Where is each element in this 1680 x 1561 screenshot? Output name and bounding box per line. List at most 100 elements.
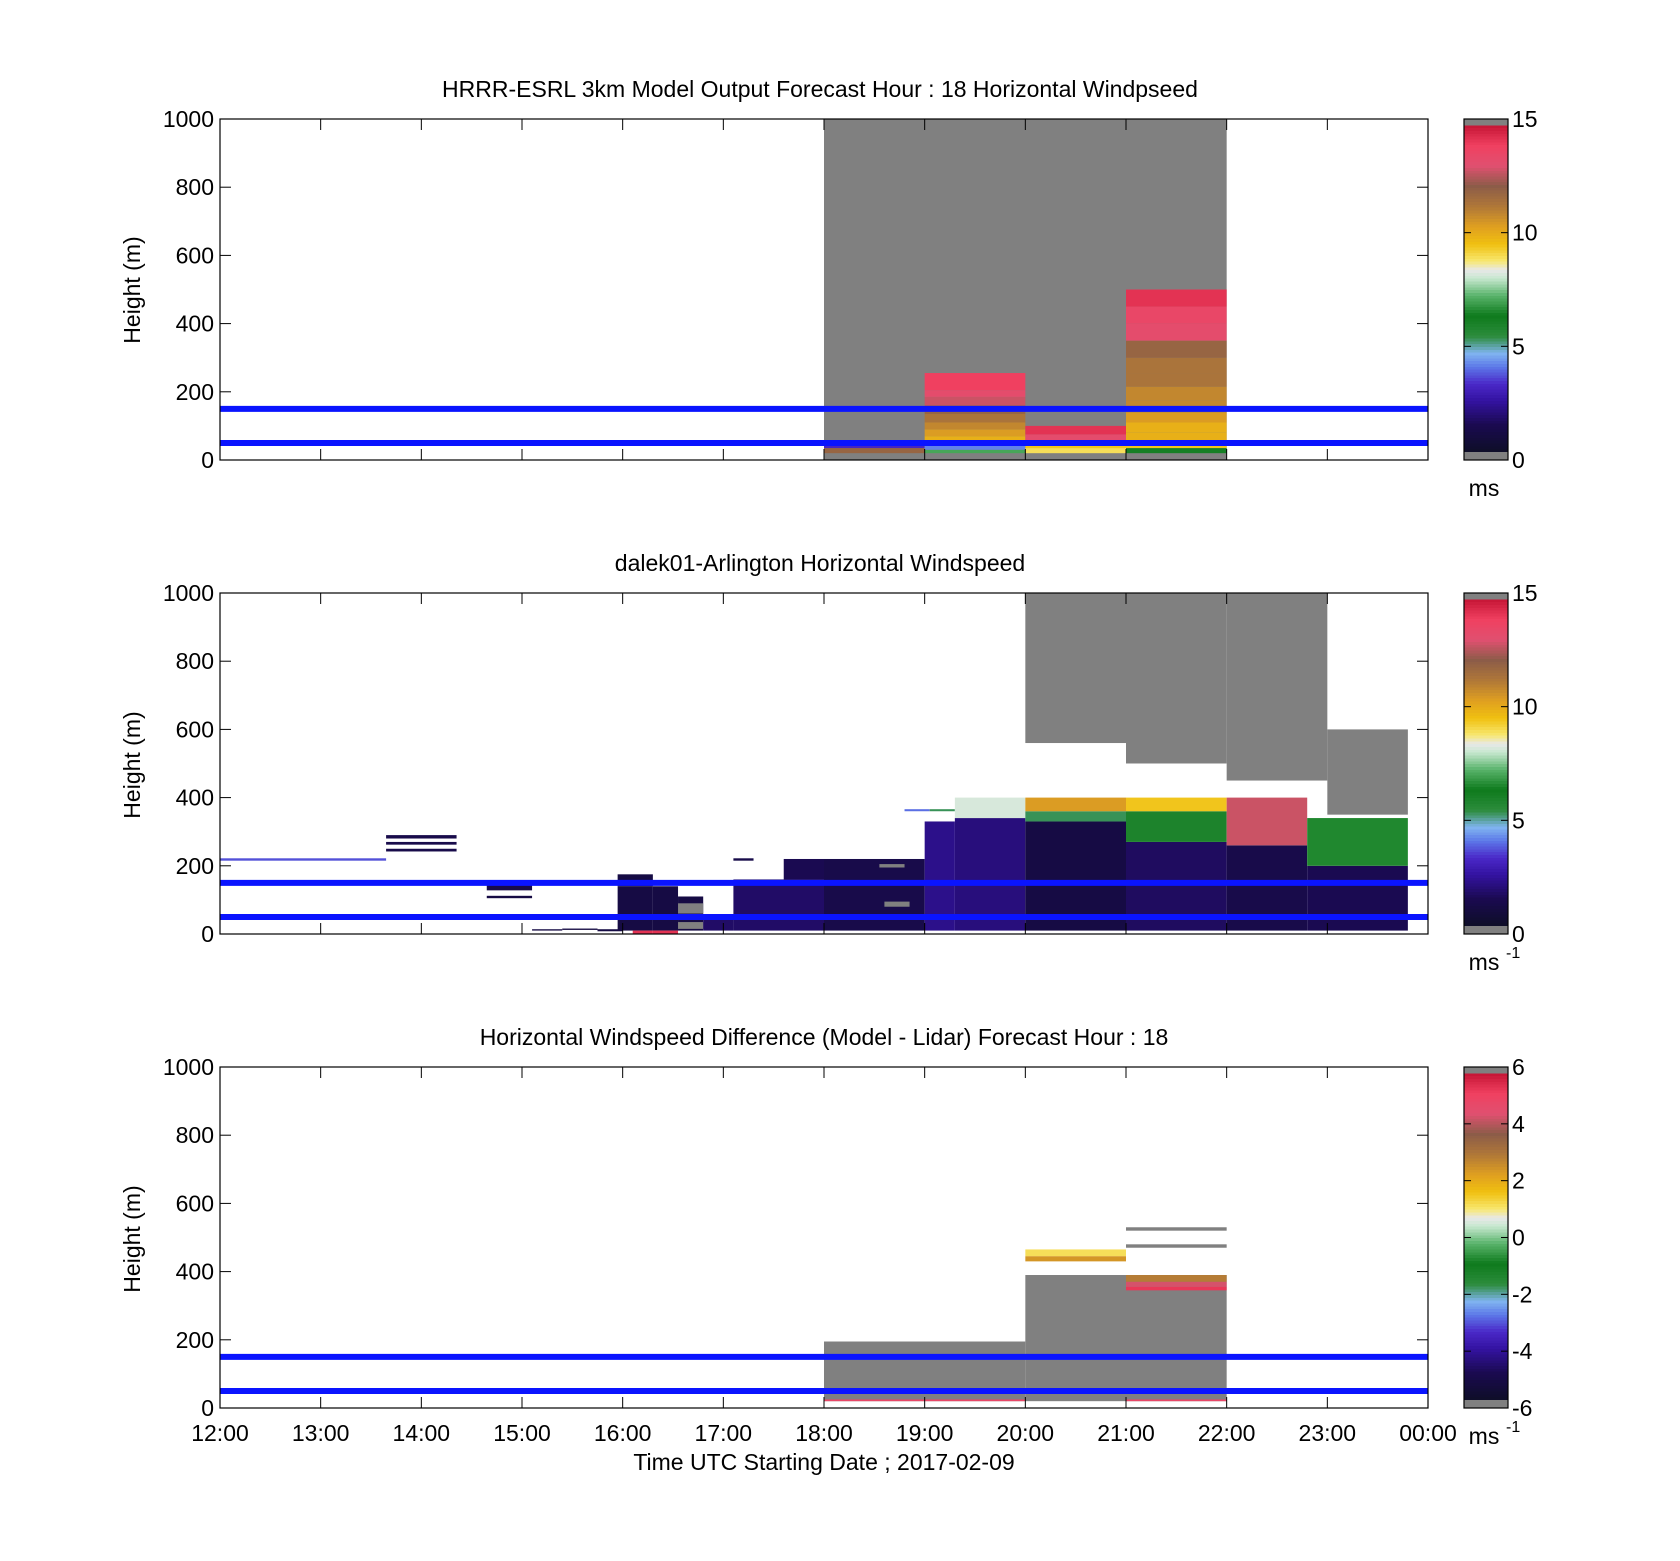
colorbar-segment [1464,437,1508,441]
colorbar-segment [1464,1280,1508,1284]
colorbar-segment [1464,857,1508,861]
x-tick-label: 22:00 [1198,1420,1256,1446]
colorbar-segment [1464,374,1508,379]
colorbar-segment [1464,184,1508,188]
heatmap-cell [1126,1286,1227,1291]
colorbar-segment [1464,882,1508,887]
colorbar-segment [1464,306,1508,310]
y-tick-label: 1000 [163,580,214,606]
colorbar-segment [1464,1067,1508,1071]
colorbar-segment [1464,428,1508,433]
panel-title: Horizontal Windspeed Difference (Model -… [480,1024,1169,1050]
colorbar-segment [1464,261,1508,265]
colorbar-segment [1464,366,1508,370]
colorbar-segment [1464,380,1508,384]
colorbar-segment [1464,1339,1508,1344]
x-tick-label: 18:00 [795,1420,853,1446]
colorbar-segment [1464,388,1508,393]
colorbar-segment [1464,1402,1508,1406]
colorbar-segment [1464,207,1508,211]
colorbar-segment [1464,130,1508,134]
colorbar-segment [1464,181,1508,185]
heatmap-cell [1327,729,1408,815]
colorbar-segment [1464,198,1508,203]
colorbar-segment [1464,925,1508,929]
colorbar-segment [1464,1390,1508,1395]
heatmap-cell [1025,434,1126,442]
colorbar-segment [1464,192,1508,197]
colorbar-segment [1464,871,1508,875]
colorbar-segment [1464,1240,1508,1244]
x-tick-label: 23:00 [1299,1420,1357,1446]
colorbar-segment [1464,1069,1508,1074]
colorbar-segment [1464,862,1508,867]
colorbar-segment [1464,175,1508,180]
colorbar-segment [1464,445,1508,450]
colorbar-segment [1464,221,1508,225]
colorbar-segment [1464,394,1508,399]
colorbar-segment [1464,204,1508,208]
colorbar-segment [1464,826,1508,830]
heatmap-cell [1126,593,1227,764]
colorbar-segment [1464,641,1508,645]
x-tick-label: 20:00 [997,1420,1055,1446]
colorbar-segment [1464,1231,1508,1236]
colorbar-segment [1464,1314,1508,1318]
y-tick-label: 200 [176,853,214,879]
colorbar-segment [1464,363,1508,367]
colorbar-segment [1464,190,1508,194]
y-axis-label: Height (m) [119,711,145,818]
colorbar-segment [1464,229,1508,234]
y-axis-label: Height (m) [119,236,145,343]
x-tick-label: 16:00 [594,1420,652,1446]
colorbar-segment [1464,695,1508,699]
colorbar-segment [1464,712,1508,716]
heatmap-cell [783,858,824,880]
colorbar-segment [1464,598,1508,603]
colorbar-segment [1464,1354,1508,1358]
colorbar-segment [1464,834,1508,838]
colorbar-segment [1464,845,1508,850]
colorbar-segment [1464,238,1508,242]
colorbar-segment [1464,1237,1508,1241]
colorbar-segment [1464,1302,1508,1307]
heatmap-cell [1126,306,1227,324]
x-tick-label: 17:00 [695,1420,753,1446]
colorbar-segment [1464,789,1508,793]
colorbar-segment [1464,686,1508,691]
colorbar-frame [1463,118,1509,461]
colorbar-tick-label: 0 [1512,921,1525,947]
x-tick-label: 15:00 [493,1420,551,1446]
colorbar-segment [1464,420,1508,424]
heatmap-cell [954,797,1026,819]
heatmap-cell [678,903,704,914]
colorbar-segment [1464,1220,1508,1224]
y-tick-label: 1000 [163,1054,214,1080]
colorbar-segment [1464,1166,1508,1170]
x-tick-label: 21:00 [1097,1420,1155,1446]
y-tick-label: 800 [176,174,214,200]
colorbar: 0 5 10 15 ms -1 [1463,580,1538,975]
heatmap-cell [703,916,734,931]
colorbar-segment [1464,278,1508,282]
colorbar-segment [1464,902,1508,907]
colorbar-segment [1464,1115,1508,1119]
colorbar-segment [1464,618,1508,623]
heatmap-cell [386,835,457,839]
colorbar-segment [1464,1189,1508,1193]
heatmap-cell [386,848,457,852]
colorbar-segment [1464,1368,1508,1372]
colorbar-segment [1464,1095,1508,1099]
colorbar-segment [1464,1129,1508,1133]
colorbar-segment [1464,369,1508,373]
colorbar-segment [1464,275,1508,279]
heatmap-cell [220,858,387,861]
colorbar-segment [1464,831,1508,836]
colorbar-segment [1464,150,1508,154]
colorbar-segment [1464,1317,1508,1321]
colorbar-segment [1464,700,1508,705]
colorbar-segment [1464,1223,1508,1227]
colorbar-segment [1464,885,1508,890]
colorbar-segment [1464,1132,1508,1136]
colorbar-segment [1464,646,1508,651]
